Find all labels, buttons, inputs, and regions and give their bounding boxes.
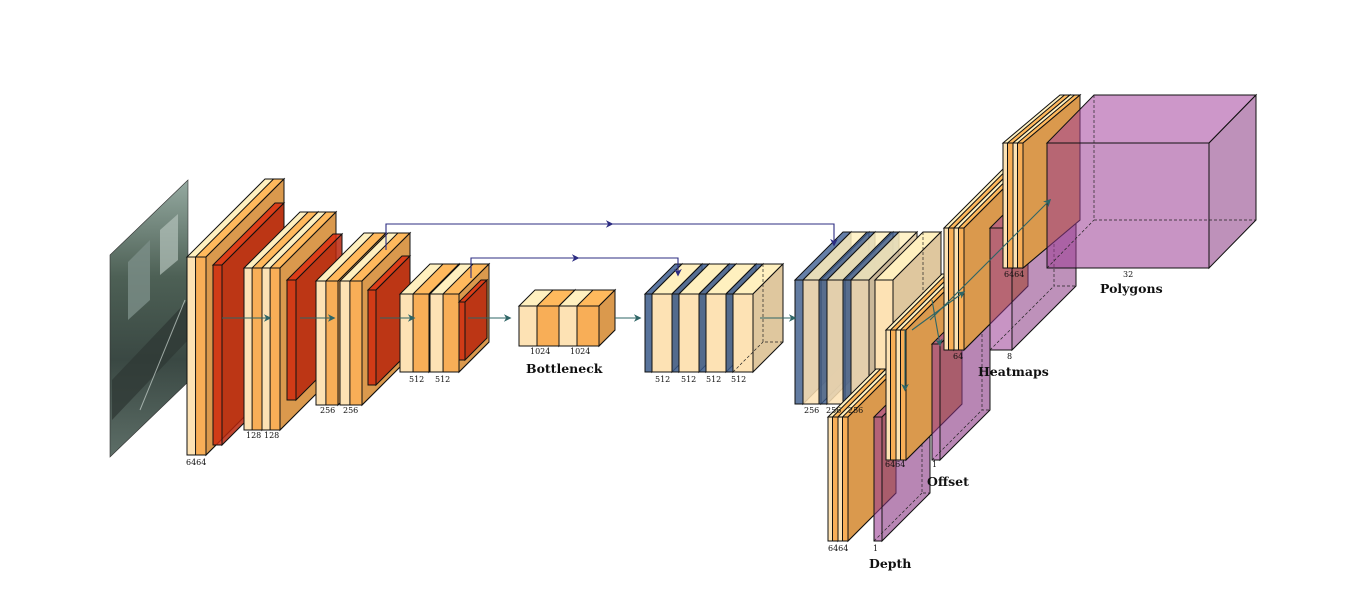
dec1-label-b: 512 bbox=[681, 375, 696, 384]
dec2-label-b: 256 bbox=[826, 406, 841, 415]
polygons-caption: Polygons bbox=[1100, 281, 1163, 296]
network-blocks bbox=[185, 93, 1258, 543]
bottleneck-caption: Bottleneck bbox=[526, 361, 603, 376]
polygons-output bbox=[1045, 93, 1258, 270]
input-image bbox=[109, 179, 189, 458]
dec1-label-c: 512 bbox=[706, 375, 721, 384]
arrow-to-polygons bbox=[929, 198, 1052, 321]
enc4-label-a: 512 bbox=[409, 375, 424, 384]
heatmaps-feat-label: 64 bbox=[953, 352, 963, 361]
offset-caption: Offset bbox=[927, 474, 969, 489]
offset-feat-label: 6464 bbox=[885, 460, 905, 469]
depth-feat-label: 6464 bbox=[828, 544, 848, 553]
enc3-label-a: 256 bbox=[320, 406, 335, 415]
heatmaps-out-label: 8 bbox=[1007, 352, 1012, 361]
heatmaps-caption: Heatmaps bbox=[978, 364, 1049, 379]
enc1-label: 6464 bbox=[186, 458, 206, 467]
enc3-label-b: 256 bbox=[343, 406, 358, 415]
bottleneck-label-b: 1024 bbox=[570, 347, 590, 356]
depth-caption: Depth bbox=[869, 556, 911, 571]
bottleneck-relu-2 bbox=[575, 288, 617, 348]
dec2-label-c: 256 bbox=[848, 406, 863, 415]
arrow-to-heatmaps bbox=[911, 291, 966, 331]
polygons-feat-label: 6464 bbox=[1004, 270, 1024, 279]
bottleneck-label-a: 1024 bbox=[530, 347, 550, 356]
dimension-labels: 6464 128 128 256 256 512 512 1024 1024 5… bbox=[186, 270, 1133, 553]
polygons-out-label: 32 bbox=[1123, 270, 1133, 279]
dec1-label-a: 512 bbox=[655, 375, 670, 384]
dec1-label-d: 512 bbox=[731, 375, 746, 384]
skip-enc3-dec2 bbox=[385, 223, 838, 250]
enc4-label-b: 512 bbox=[435, 375, 450, 384]
offset-out-label: 1 bbox=[932, 460, 937, 469]
dec2-label-a: 256 bbox=[804, 406, 819, 415]
enc2-label-a: 128 bbox=[246, 431, 261, 440]
arrow-to-offset bbox=[931, 299, 943, 347]
connection-arrows bbox=[222, 198, 1052, 392]
skip-enc4-dec1 bbox=[470, 257, 682, 278]
enc4-pool bbox=[457, 278, 489, 362]
captions: Bottleneck Polygons Heatmaps Offset Dept… bbox=[526, 281, 1163, 571]
depth-out-label: 1 bbox=[873, 544, 878, 553]
enc2-label-b: 128 bbox=[264, 431, 279, 440]
